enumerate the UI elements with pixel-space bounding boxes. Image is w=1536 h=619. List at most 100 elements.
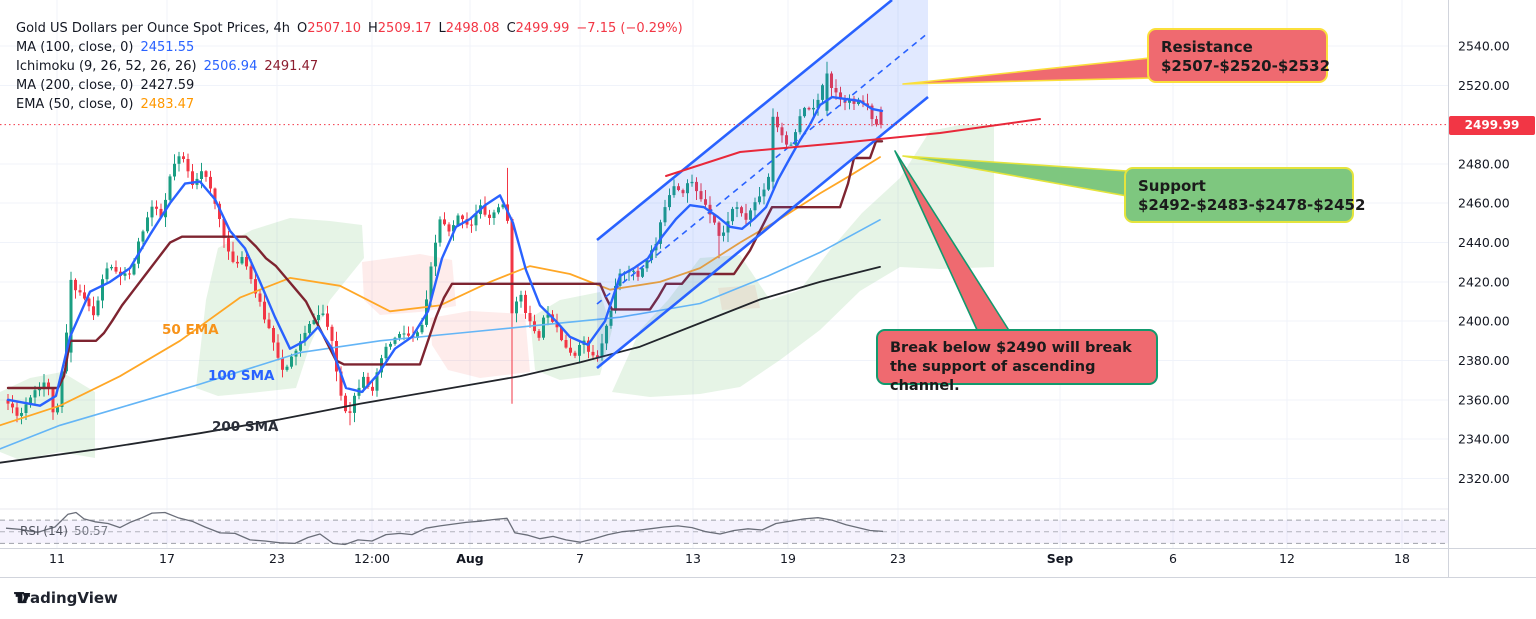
time-tick-label[interactable]: 23 — [890, 551, 906, 566]
candle-up — [515, 301, 518, 314]
candle-up — [438, 219, 442, 243]
candle-up — [150, 206, 154, 218]
legend-main-row[interactable]: Gold US Dollars per Ounce Spot Prices, 4… — [16, 19, 683, 38]
candle-down — [875, 119, 878, 125]
ascending-channel-fill[interactable] — [597, 0, 928, 368]
sma-200-line[interactable] — [0, 265, 881, 464]
sma100-chart-label[interactable]: 100 SMA — [208, 368, 275, 384]
candle-up — [434, 242, 437, 267]
low-value: 2498.08 — [445, 21, 500, 36]
candle-up — [762, 189, 766, 197]
tradingview-logo-text: TradingView — [14, 589, 118, 607]
time-tick-label[interactable]: 19 — [780, 551, 796, 566]
time-tick-label[interactable]: Aug — [456, 551, 484, 566]
time-tick-label[interactable]: 18 — [1394, 551, 1410, 566]
time-tick-label[interactable]: Sep — [1047, 551, 1073, 566]
break-note-callout[interactable]: Break below $2490 will break the support… — [876, 329, 1158, 394]
candle-down — [366, 376, 370, 387]
resistance-levels: $2507-$2520-$2532 — [1161, 57, 1331, 75]
candle-up — [749, 210, 752, 220]
red-trendline[interactable] — [665, 118, 1041, 177]
time-tick-label[interactable]: 13 — [685, 551, 701, 566]
candle-down — [780, 127, 784, 136]
candle-up — [825, 73, 829, 111]
rsi-label: RSI (14) — [20, 524, 68, 538]
resistance-callout-tail[interactable] — [902, 57, 1151, 85]
candle-up — [767, 176, 770, 190]
candle-up — [672, 186, 676, 196]
low-key: L — [438, 21, 446, 36]
time-tick-label[interactable]: 12 — [1279, 551, 1295, 566]
time-tick-label[interactable]: 23 — [269, 551, 285, 566]
rsi-line[interactable] — [5, 511, 884, 546]
price-tick-label[interactable]: 2400.00 — [1458, 314, 1510, 329]
candle-up — [317, 315, 320, 321]
candle-up — [38, 388, 41, 391]
candle-down — [879, 110, 883, 125]
candle-up — [24, 404, 28, 413]
candle-up — [420, 324, 424, 333]
ichimoku-cloud — [430, 311, 530, 378]
candle-up — [546, 314, 550, 318]
price-tick-label[interactable]: 2520.00 — [1458, 78, 1510, 93]
candle-up — [299, 341, 302, 351]
candle-down — [708, 204, 712, 215]
legend-ma200-row[interactable]: MA (200, close, 0) 2427.59 — [16, 76, 683, 95]
candle-down — [560, 327, 563, 341]
candle-down — [92, 306, 95, 316]
candle-down — [47, 382, 50, 389]
ichimoku-tenkan-value: 2506.94 — [203, 59, 258, 74]
ichimoku-cloud — [612, 125, 994, 397]
candle-down — [870, 105, 874, 120]
ascending-channel-midline[interactable] — [596, 32, 929, 305]
time-tick-label[interactable]: 12:00 — [354, 551, 390, 566]
price-tick-label[interactable]: 2320.00 — [1458, 471, 1510, 486]
price-tick-label[interactable]: 2480.00 — [1458, 156, 1510, 171]
price-tick-label[interactable]: 2420.00 — [1458, 274, 1510, 289]
time-tick-label[interactable]: 7 — [576, 551, 584, 566]
price-tick-label[interactable]: 2460.00 — [1458, 196, 1510, 211]
ichimoku-tenkan-line[interactable] — [6, 95, 884, 407]
price-tick-label[interactable]: 2440.00 — [1458, 235, 1510, 250]
candle-down — [573, 352, 577, 356]
price-tick-label[interactable]: 2360.00 — [1458, 392, 1510, 407]
close-value: 2499.99 — [515, 21, 570, 36]
candle-down — [785, 135, 788, 145]
candle-down — [11, 403, 14, 408]
price-tick-label[interactable]: 2540.00 — [1458, 39, 1510, 54]
price-tick-label[interactable]: 2340.00 — [1458, 432, 1510, 447]
candle-down — [204, 171, 208, 177]
legend-ema50-row[interactable]: EMA (50, close, 0) 2483.47 — [16, 95, 683, 114]
ichimoku-cloud — [530, 292, 612, 380]
legend-ma100-row[interactable]: MA (100, close, 0) 2451.55 — [16, 38, 683, 57]
rsi-legend[interactable]: RSI (14) 50.57 — [20, 524, 108, 538]
candle-down — [191, 171, 194, 185]
time-tick-label[interactable]: 6 — [1169, 551, 1177, 566]
candle-down — [524, 294, 527, 313]
candle-down — [447, 224, 451, 232]
ma100-value: 2451.55 — [140, 40, 195, 55]
ascending-channel-lower-line[interactable] — [596, 95, 929, 370]
ema50-chart-label[interactable]: 50 EMA — [162, 322, 219, 338]
candle-up — [240, 257, 244, 264]
ichimoku-cloud — [0, 372, 95, 460]
resistance-callout[interactable]: Resistance $2507-$2520-$2532 — [1147, 28, 1331, 83]
legend-ichimoku-row[interactable]: Ichimoku (9, 26, 52, 26, 26) 2506.94 2491.… — [16, 57, 683, 76]
candle-up — [402, 333, 406, 335]
ascending-channel-upper-line[interactable] — [596, 0, 893, 242]
candle-up — [456, 215, 460, 226]
candle-up — [105, 268, 109, 280]
candle-down — [182, 156, 185, 159]
sma-100-line[interactable] — [0, 219, 881, 450]
symbol-title[interactable]: Gold US Dollars per Ounce Spot Prices, 4… — [16, 21, 290, 36]
price-tick-label[interactable]: 2380.00 — [1458, 353, 1510, 368]
candle-down — [231, 251, 235, 262]
sma200-chart-label[interactable]: 200 SMA — [212, 419, 279, 435]
candle-up — [200, 171, 203, 179]
time-tick-label[interactable]: 17 — [159, 551, 175, 566]
support-callout[interactable]: Support $2492-$2483-$2478-$2452 — [1124, 167, 1365, 223]
resistance-title: Resistance — [1161, 38, 1253, 56]
time-tick-label[interactable]: 11 — [49, 551, 65, 566]
tradingview-logo[interactable]: TradingView — [14, 589, 118, 607]
